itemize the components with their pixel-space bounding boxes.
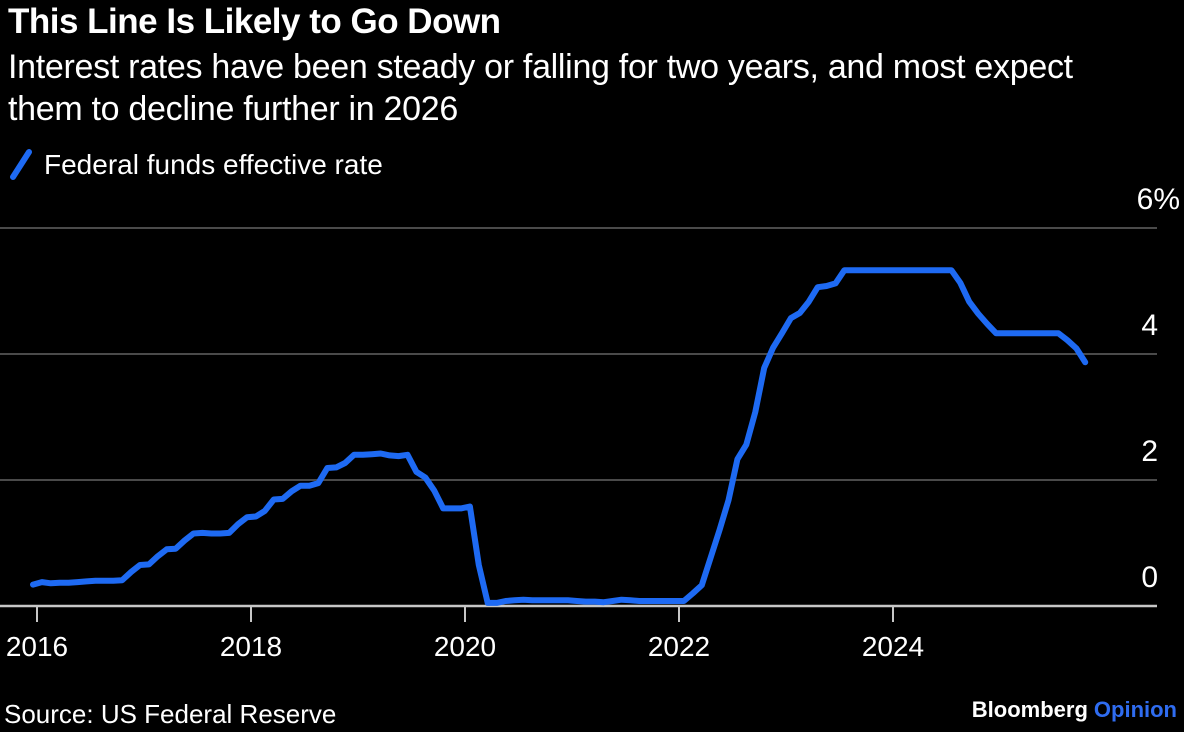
legend: Federal funds effective rate <box>8 148 383 182</box>
bloomberg-opinion-logo: Bloomberg Opinion <box>972 696 1177 724</box>
source-note: Source: US Federal Reserve <box>4 699 337 729</box>
chart-subtitle: Interest rates have been steady or falli… <box>8 46 1073 130</box>
federal-funds-rate-line <box>30 267 1089 606</box>
chart-title: This Line Is Likely to Go Down <box>8 2 501 41</box>
subtitle-line-2: them to decline further in 2026 <box>8 90 458 128</box>
legend-label: Federal funds effective rate <box>44 149 383 180</box>
bloomberg-wordmark: Bloomberg <box>971 697 1088 722</box>
opinion-wordmark: Opinion <box>1093 697 1177 722</box>
subtitle-line-1: Interest rates have been steady or falli… <box>8 48 1073 86</box>
line-slash-icon <box>10 149 32 180</box>
